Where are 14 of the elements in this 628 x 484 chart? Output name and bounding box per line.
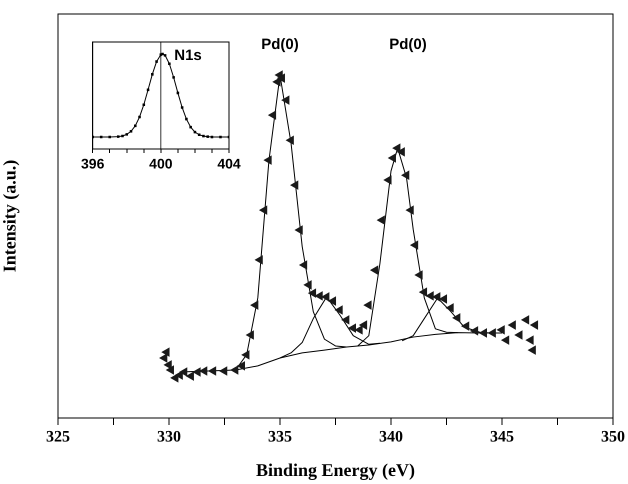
x-tick-label: 340 bbox=[379, 428, 403, 446]
text: Pd(0) bbox=[389, 36, 427, 54]
x-tick-label: 396 bbox=[81, 155, 105, 172]
annotation: N1s bbox=[174, 47, 202, 64]
x-tick-label: 404 bbox=[217, 155, 241, 172]
x-tick-label: 325 bbox=[46, 428, 70, 446]
text: Pd(0) bbox=[261, 36, 299, 54]
x-tick-label: 400 bbox=[149, 155, 173, 172]
x-tick-label: 345 bbox=[490, 428, 514, 446]
x-tick-label: 330 bbox=[157, 428, 181, 446]
y-axis-title: Intensity (a.u.) bbox=[0, 160, 20, 272]
x-axis-title: Binding Energy (eV) bbox=[256, 460, 416, 480]
x-tick-label: 335 bbox=[268, 428, 292, 446]
x-tick-label: 350 bbox=[601, 428, 625, 446]
